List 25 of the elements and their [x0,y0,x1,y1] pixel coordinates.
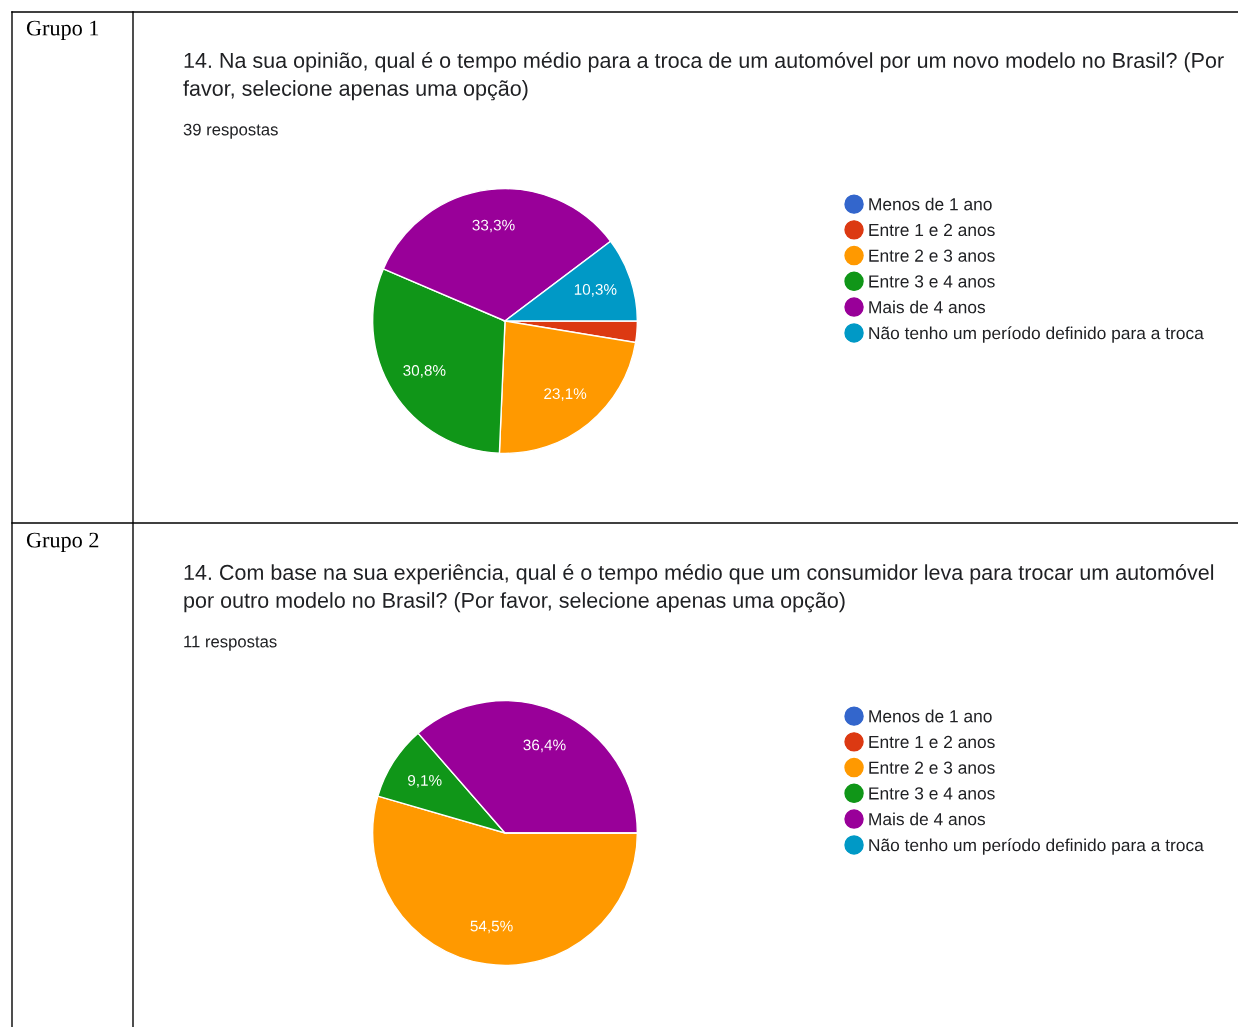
data-label: 33,3% [472,219,515,233]
legend-label: Não tenho um período definido para a troca [869,326,1204,343]
data-label: 54,5% [470,920,513,934]
chart-title: 14. Com base na sua experiência, qual é o tempo médio que um consumidor leva para trocar um automóvel por outro modelo no Brasil? (Por favor, selecione apenas uma opção) [184,564,1214,613]
legend-label: Entre 2 e 3 anos [869,761,995,774]
data-label: 9,1% [408,774,442,788]
legend-label: Entre 1 e 2 anos [869,223,995,237]
legend-label: Entre 1 e 2 anos [869,735,995,749]
text: 39 respostas [183,123,278,139]
legend-label: Entre 3 e 4 anos [869,787,995,800]
legend-label: Entre 3 e 4 anos [869,275,995,288]
legend-label: Mais de 4 anos [869,812,986,826]
data-label: 30,8% [403,365,446,378]
legend-label: Menos de 1 ano [869,709,992,723]
legend-label: Entre 2 e 3 anos [869,249,995,262]
text: 11 respostas [184,635,277,651]
text: Grupo 1 [26,20,99,41]
text: Grupo 2 [26,532,99,553]
legend-label: Não tenho um período definido para a troca [869,838,1204,855]
chart-title: 14. Na sua opinião, qual é o tempo médio para a troca de um automóvel por um novo modelo no Brasil? (Por favor, selecione apenas uma opção) [183,52,1224,101]
data-label: 10,3% [574,284,617,297]
data-label: 36,4% [523,739,566,753]
data-label: 23,1% [544,388,587,401]
legend-label: Menos de 1 ano [869,197,992,211]
legend-label: Mais de 4 anos [869,300,986,314]
